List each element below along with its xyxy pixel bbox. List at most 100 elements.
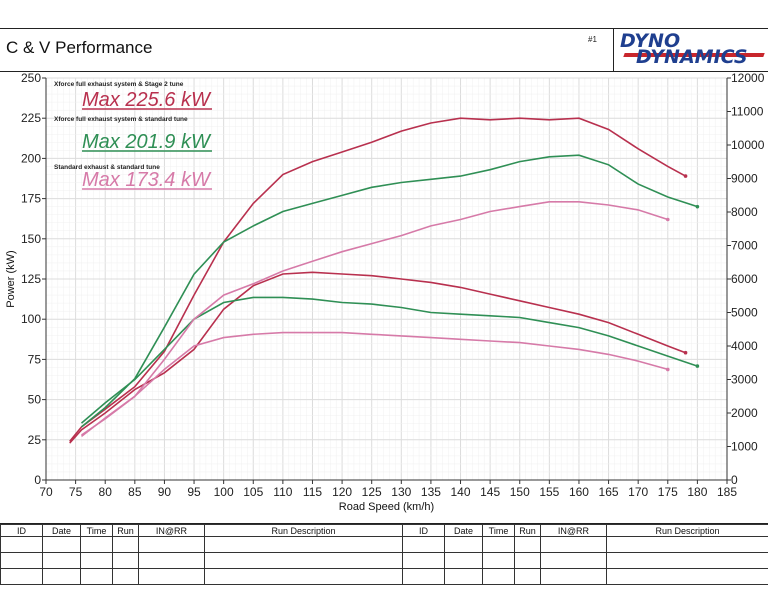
runs-table-cell — [445, 569, 483, 585]
runs-table-cell — [43, 569, 81, 585]
y2-tick-label: 8000 — [731, 205, 758, 219]
runs-table-cell — [113, 553, 139, 569]
y2-tick-label: 2000 — [731, 406, 758, 420]
runs-table-cell — [113, 569, 139, 585]
legend-entry-2-name: Xforce full exhaust system & standard tu… — [54, 116, 188, 123]
runs-table-cell — [139, 553, 205, 569]
runs-table-cell — [445, 553, 483, 569]
series-2-end-point — [696, 205, 700, 209]
x-tick-label: 70 — [39, 485, 53, 499]
y2-tick-label: 5000 — [731, 306, 758, 320]
legend-entry-1-name: Xforce full exhaust system & Stage 2 tun… — [54, 81, 184, 88]
x-tick-label: 130 — [391, 485, 411, 499]
series-1-end-point — [684, 351, 688, 355]
runs-table-cell — [81, 537, 113, 553]
y-tick-label: 25 — [28, 433, 42, 447]
series-3-secondary-line — [82, 333, 668, 437]
runs-table-cell — [43, 537, 81, 553]
runs-table-cell — [483, 553, 515, 569]
runs-table-header-cell: ID — [403, 525, 445, 537]
runs-table-cell — [607, 553, 768, 569]
runs-table-cell — [515, 569, 541, 585]
runs-table-header-cell: Time — [81, 525, 113, 537]
table-row — [1, 553, 768, 569]
runs-table-header-cell: IN@RR — [139, 525, 205, 537]
y2-tick-label: 7000 — [731, 239, 758, 253]
x-tick-label: 120 — [332, 485, 352, 499]
y-tick-label: 150 — [21, 232, 41, 246]
y2-tick-label: 11000 — [731, 105, 764, 119]
x-tick-label: 180 — [687, 485, 707, 499]
runs-table-cell — [205, 537, 403, 553]
x-tick-label: 90 — [158, 485, 172, 499]
y-tick-label: 50 — [28, 393, 42, 407]
x-axis-title: Road Speed (km/h) — [339, 501, 434, 513]
y-tick-label: 0 — [34, 473, 41, 487]
runs-table-cell — [205, 553, 403, 569]
x-tick-label: 115 — [303, 485, 322, 499]
runs-table-cell — [43, 553, 81, 569]
y2-tick-label: 3000 — [731, 373, 758, 387]
x-tick-label: 175 — [658, 485, 678, 499]
runs-table-cell — [607, 569, 768, 585]
legend-entry-2-max: Max 201.9 kW — [82, 131, 212, 153]
runs-table-cell — [541, 537, 607, 553]
table-row — [1, 569, 768, 585]
y-tick-label: 225 — [21, 111, 41, 125]
x-tick-label: 155 — [539, 485, 559, 499]
runs-table-cell — [1, 537, 43, 553]
runs-table-header-cell: Run Description — [205, 525, 403, 537]
runs-table-header-cell: Run — [113, 525, 139, 537]
runs-table-cell — [515, 553, 541, 569]
x-tick-label: 110 — [273, 485, 292, 499]
y2-tick-label: 1000 — [731, 440, 758, 454]
legend-entry-1-max: Max 225.6 kW — [82, 89, 212, 111]
x-tick-label: 80 — [99, 485, 113, 499]
runs-table-header-cell: Run Description — [607, 525, 768, 537]
y2-tick-label: 10000 — [731, 138, 765, 152]
y-tick-label: 125 — [21, 272, 41, 286]
x-tick-label: 135 — [421, 485, 441, 499]
runs-table-cell — [139, 569, 205, 585]
x-tick-label: 125 — [362, 485, 382, 499]
x-tick-label: 105 — [243, 485, 263, 499]
runs-table-cell — [1, 569, 43, 585]
runs-table-header-cell: ID — [1, 525, 43, 537]
x-tick-label: 160 — [569, 485, 589, 499]
y-tick-label: 100 — [21, 312, 41, 326]
runs-table-cell — [81, 569, 113, 585]
runs-body — [1, 537, 768, 585]
x-tick-label: 165 — [599, 485, 619, 499]
legend-entry-3-max: Max 173.4 kW — [82, 169, 212, 191]
runs-table-cell — [541, 569, 607, 585]
y-tick-label: 175 — [21, 192, 41, 206]
x-tick-label: 145 — [480, 485, 500, 499]
series-2-end-point — [696, 364, 700, 368]
x-tick-label: 95 — [187, 485, 201, 499]
y2-tick-label: 6000 — [731, 272, 758, 286]
page-title: C & V Performance — [6, 38, 152, 58]
y-tick-label: 250 — [21, 71, 41, 85]
x-tick-label: 185 — [717, 485, 737, 499]
table-row — [1, 537, 768, 553]
runs-table-cell — [205, 569, 403, 585]
y2-tick-label: 12000 — [731, 71, 765, 85]
runs-table-header-cell: Date — [445, 525, 483, 537]
runs-table-header-cell: Time — [483, 525, 515, 537]
runs-table-cell — [403, 569, 445, 585]
runs-table-cell — [81, 553, 113, 569]
runs-table-cell — [403, 553, 445, 569]
runs-table-cell — [139, 537, 205, 553]
runs-table-cell — [1, 553, 43, 569]
runs-table-cell — [445, 537, 483, 553]
series-3-end-point — [666, 368, 670, 372]
header-bar: C & V Performance #1 DYNO DYNAMICS — [0, 28, 768, 72]
logo-line-2: DYNAMICS — [636, 46, 748, 68]
runs-table-cell — [515, 537, 541, 553]
x-tick-label: 170 — [628, 485, 648, 499]
runs-table-cell — [607, 537, 768, 553]
